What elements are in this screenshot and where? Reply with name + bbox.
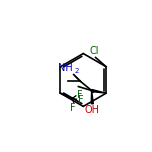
Text: F: F [70, 104, 76, 114]
Text: F: F [78, 95, 83, 105]
Text: F: F [77, 90, 83, 100]
Polygon shape [92, 90, 106, 93]
Polygon shape [91, 91, 93, 104]
Text: Cl: Cl [90, 46, 99, 56]
Text: NH: NH [58, 63, 73, 73]
Text: OH: OH [85, 105, 100, 115]
Text: 2: 2 [74, 68, 79, 74]
